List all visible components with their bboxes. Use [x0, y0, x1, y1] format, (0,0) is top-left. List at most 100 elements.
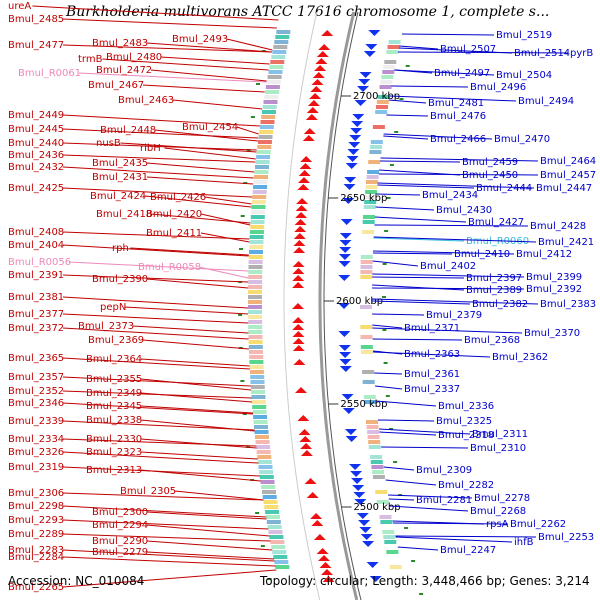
backbone-arc [318, 11, 359, 600]
gene-label-right: pyrB [570, 48, 593, 59]
gene-block [257, 145, 272, 149]
gene-block [248, 340, 263, 344]
gene-block [376, 500, 389, 504]
gene-label-left: Bmul_2436 [8, 150, 64, 161]
leader-line-right [392, 520, 485, 525]
gene-label-right: Bmul_2389 [466, 285, 522, 296]
gene-block [252, 190, 267, 194]
gene-block [263, 500, 278, 504]
reverse-gene-arrow [358, 79, 371, 85]
gene-label-right: Bmul_2466 [430, 134, 486, 145]
gene-label-left: Bmul_2283 [8, 545, 64, 556]
leader-line-left [146, 511, 267, 520]
reverse-gene-arrow [362, 541, 375, 547]
gene-block [266, 80, 281, 84]
gene-block [259, 475, 274, 479]
gene-block [251, 205, 266, 209]
gene-label-left: Bmul_2372 [8, 323, 64, 334]
gene-block [360, 345, 373, 349]
gene-label-left: ribH [140, 143, 161, 154]
gene-label-right: ihfB [514, 537, 534, 548]
forward-gene-arrow [302, 135, 315, 141]
forward-gene-arrow [318, 44, 331, 50]
tick-mark [385, 395, 390, 397]
gene-label-left: Bmul_2483 [92, 38, 148, 49]
gene-label-left: Bmul_2364 [86, 354, 142, 365]
leader-line-right [375, 385, 403, 390]
forward-gene-arrow [298, 177, 310, 183]
gene-label-right: Bmul_2412 [516, 249, 572, 260]
gene-block [248, 295, 262, 299]
leader-line-right [377, 419, 435, 422]
gene-label-right: Bmul_2253 [538, 532, 594, 543]
leader-line-right [395, 536, 513, 543]
gene-block [382, 70, 395, 74]
leader-line-right [380, 157, 539, 162]
gene-label-right: Bmul_2281 [416, 495, 472, 506]
gene-block [249, 245, 264, 249]
forward-gene-arrow [295, 387, 307, 393]
gene-label-left: Bmul_2330 [86, 434, 142, 445]
leader-line-right [383, 466, 415, 471]
gene-label-right: Bmul_2430 [436, 205, 492, 216]
forward-gene-arrow [321, 30, 334, 36]
reverse-gene-arrow [339, 359, 352, 365]
leader-line-right [372, 250, 515, 255]
gene-block [253, 420, 268, 424]
forward-gene-arrow [311, 520, 324, 526]
gene-label-left: Bmul_2345 [86, 401, 142, 412]
leader-line-left [200, 232, 250, 243]
leader-line-left [200, 213, 251, 226]
gene-block [368, 160, 381, 164]
gene-block [360, 275, 373, 279]
gene-label-left: nusB [96, 138, 121, 149]
gene-block [389, 565, 402, 569]
leader-line-left [62, 296, 249, 309]
reverse-gene-arrow [349, 135, 362, 141]
gene-label-right: Bmul_2318 [438, 430, 494, 441]
gene-label-left: Bmul_2391 [8, 270, 64, 281]
gene-block [382, 530, 395, 534]
forward-gene-arrow [312, 72, 325, 78]
gene-label-right: Bmul_2494 [518, 96, 574, 107]
reverse-gene-arrow [339, 247, 352, 253]
gene-block [255, 435, 269, 439]
leader-line-left [120, 142, 257, 153]
leader-line-right [394, 69, 495, 76]
gene-block [250, 220, 265, 224]
gene-label-left: Bmul_2448 [100, 125, 156, 136]
forward-gene-arrow [298, 170, 311, 176]
gene-block [265, 90, 280, 94]
leader-line-left [62, 18, 277, 29]
tick-mark [260, 545, 265, 547]
leader-line-right [372, 273, 525, 278]
leader-line-left [62, 154, 256, 163]
tick-mark [419, 593, 424, 595]
leader-line-right [371, 300, 471, 305]
reverse-gene-arrow [338, 345, 351, 351]
gene-label-left: Bmul_2279 [92, 547, 148, 558]
gene-label-right: Bmul_2368 [464, 335, 520, 346]
gene-block [267, 75, 282, 79]
gene-label-left: Bmul_2352 [8, 386, 64, 397]
gene-label-left: Bmul_2377 [8, 309, 64, 320]
gene-block [248, 275, 263, 279]
tick-mark [404, 527, 409, 529]
gene-label-left: Bmul_2449 [8, 110, 64, 121]
gene-block [249, 230, 264, 234]
gene-block [366, 175, 379, 179]
leader-line-right [383, 133, 493, 140]
forward-gene-arrow [305, 114, 318, 120]
leader-line-left [140, 469, 261, 482]
reverse-gene-arrow [350, 128, 363, 134]
gene-label-right: Bmul_2447 [536, 183, 592, 194]
gene-block [250, 375, 265, 379]
forward-gene-arrow [292, 282, 305, 288]
gene-block [248, 335, 263, 339]
gene-label-left: Bmul_2298 [8, 501, 64, 512]
gene-block [248, 305, 262, 309]
forward-gene-arrow [292, 261, 305, 267]
leader-line-left [146, 524, 270, 537]
gene-label-left: Bmul_2294 [92, 520, 148, 531]
topology-text: Topology: circular; Length: 3,448,466 bp… [260, 574, 590, 588]
